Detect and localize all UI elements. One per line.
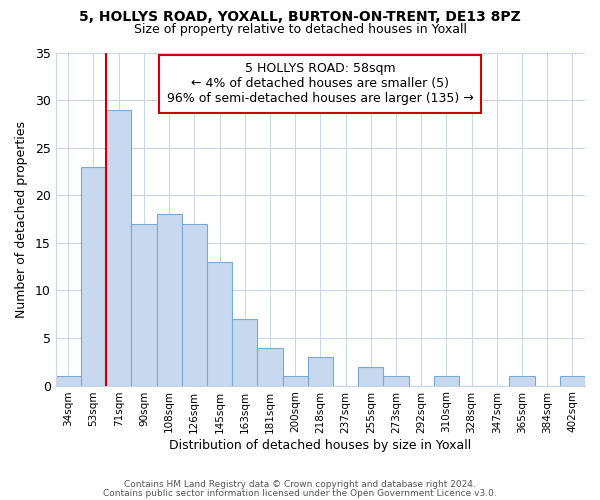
Bar bbox=[358, 366, 383, 386]
Bar bbox=[131, 224, 157, 386]
Bar bbox=[56, 376, 81, 386]
Bar bbox=[207, 262, 232, 386]
Bar bbox=[509, 376, 535, 386]
Text: Size of property relative to detached houses in Yoxall: Size of property relative to detached ho… bbox=[133, 22, 467, 36]
Bar bbox=[257, 348, 283, 386]
Bar bbox=[383, 376, 409, 386]
Text: Contains public sector information licensed under the Open Government Licence v3: Contains public sector information licen… bbox=[103, 488, 497, 498]
Text: Contains HM Land Registry data © Crown copyright and database right 2024.: Contains HM Land Registry data © Crown c… bbox=[124, 480, 476, 489]
X-axis label: Distribution of detached houses by size in Yoxall: Distribution of detached houses by size … bbox=[169, 440, 472, 452]
Y-axis label: Number of detached properties: Number of detached properties bbox=[15, 120, 28, 318]
Bar bbox=[157, 214, 182, 386]
Bar bbox=[560, 376, 585, 386]
Bar bbox=[308, 357, 333, 386]
Text: 5, HOLLYS ROAD, YOXALL, BURTON-ON-TRENT, DE13 8PZ: 5, HOLLYS ROAD, YOXALL, BURTON-ON-TRENT,… bbox=[79, 10, 521, 24]
Bar bbox=[81, 166, 106, 386]
Text: 5 HOLLYS ROAD: 58sqm
← 4% of detached houses are smaller (5)
96% of semi-detache: 5 HOLLYS ROAD: 58sqm ← 4% of detached ho… bbox=[167, 62, 474, 106]
Bar bbox=[182, 224, 207, 386]
Bar bbox=[283, 376, 308, 386]
Bar bbox=[434, 376, 459, 386]
Bar bbox=[232, 319, 257, 386]
Bar bbox=[106, 110, 131, 386]
